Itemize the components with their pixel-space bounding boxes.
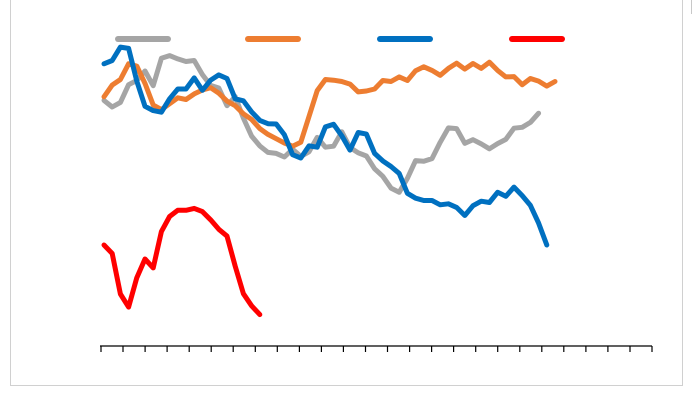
series-line-1 xyxy=(101,53,542,195)
series-line-3 xyxy=(101,44,550,248)
x-axis xyxy=(100,345,653,352)
series-line-4 xyxy=(101,205,263,318)
series-line-2 xyxy=(101,59,558,149)
series-layer xyxy=(101,44,558,318)
chart-frame xyxy=(10,0,683,386)
window-edge-mark xyxy=(691,0,692,14)
